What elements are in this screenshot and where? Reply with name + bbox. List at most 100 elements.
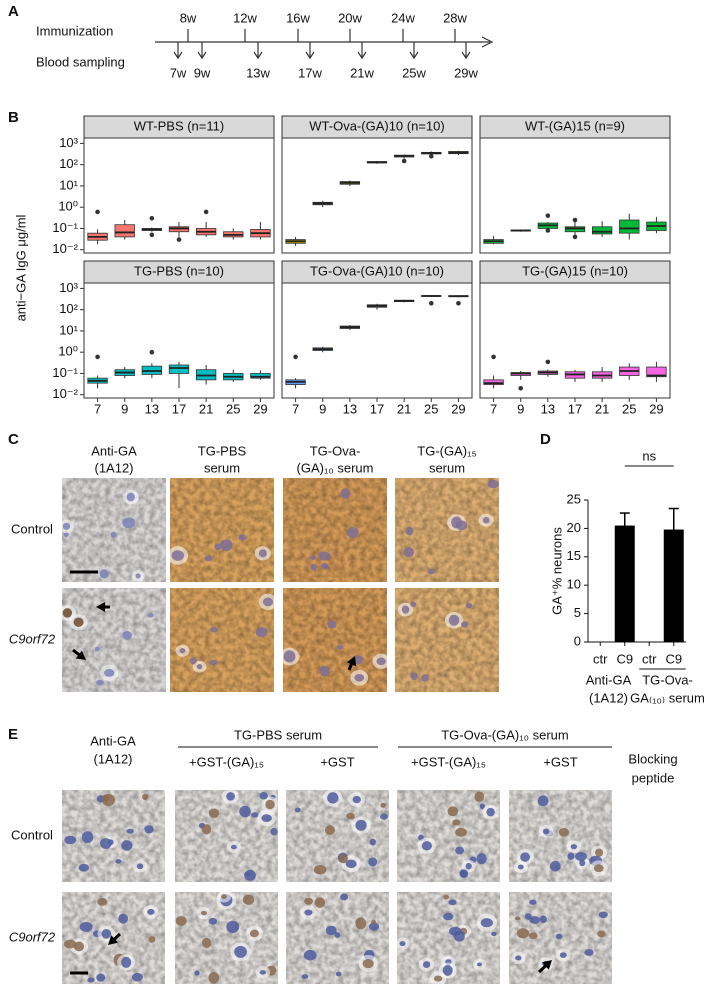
x-tick-label: 7: [292, 401, 299, 416]
nucleus: [515, 955, 522, 961]
y-tick-label: 10²: [59, 156, 78, 171]
nucleus: [118, 913, 129, 924]
column-header: TG-(GA)₁₅: [417, 443, 476, 458]
nucleus: [73, 941, 85, 952]
micrograph: [279, 588, 390, 692]
nucleus: [479, 803, 486, 810]
nucleus: [455, 827, 467, 837]
nucleus: [196, 664, 203, 670]
outlier: [491, 354, 496, 360]
significance-label: ns: [642, 448, 656, 463]
micrograph: [395, 892, 500, 986]
y-tick-label: 5: [574, 605, 581, 620]
row-label: Control: [11, 521, 53, 536]
micrograph: [175, 789, 279, 882]
nucleus: [327, 620, 337, 629]
y-tick-label: 10³: [59, 135, 78, 150]
y-tick-label: 10³: [59, 280, 78, 295]
nucleus: [345, 859, 357, 869]
nucleus: [405, 526, 414, 536]
nucleus: [310, 555, 316, 560]
y-tick-label: 10⁰: [58, 199, 78, 214]
panel-label: B: [8, 109, 19, 126]
column-header: serum: [204, 460, 240, 475]
nucleus: [283, 650, 296, 663]
nucleus: [537, 795, 549, 807]
micrograph: [509, 790, 612, 882]
nucleus: [542, 828, 550, 835]
panel-label: C: [8, 431, 19, 448]
nucleus: [447, 806, 459, 817]
nucleus: [208, 972, 220, 984]
y-tick-label: 10¹: [59, 177, 78, 192]
outlier: [572, 217, 578, 223]
outlier: [149, 216, 155, 221]
nucleus: [362, 959, 374, 969]
outlier: [149, 232, 155, 238]
y-axis-label: anti−GA IgG μg/ml: [13, 214, 28, 321]
micrograph: [286, 892, 389, 984]
nucleus: [87, 977, 95, 983]
nucleus: [319, 665, 330, 677]
nucleus: [476, 962, 483, 967]
nucleus: [442, 912, 454, 921]
nucleus: [514, 916, 521, 921]
immunization-week: 16w: [286, 10, 310, 25]
nucleus: [491, 931, 497, 937]
nucleus: [368, 922, 380, 931]
row-label: C9orf72: [9, 929, 56, 944]
micrograph: [58, 478, 166, 582]
nucleus: [369, 838, 376, 846]
column-header: Anti-GA: [90, 733, 136, 748]
y-tick-label: 20: [567, 520, 581, 535]
outlier: [456, 300, 461, 306]
micrograph: [286, 789, 389, 882]
nucleus: [598, 911, 608, 919]
micrograph-texture: [397, 790, 500, 882]
nucleus: [334, 932, 341, 938]
group-label: GA₍₁₀₎ serum: [630, 690, 705, 705]
box: [168, 364, 190, 374]
nucleus: [62, 608, 73, 618]
nucleus: [230, 844, 237, 850]
sampling-arrowhead: [197, 51, 207, 60]
nucleus: [539, 915, 547, 924]
nucleus: [579, 859, 586, 867]
panel-label: D: [540, 431, 551, 448]
x-tick-label: 29: [451, 401, 465, 416]
nucleus: [79, 921, 93, 932]
y-tick-label: 10²: [59, 301, 78, 316]
y-tick-label: 10⁻²: [52, 241, 78, 256]
micrograph-texture: [283, 478, 387, 582]
nucleus: [555, 933, 563, 940]
box: [250, 373, 271, 379]
x-tick-label: 21: [595, 401, 609, 416]
outlier: [203, 209, 209, 215]
nucleus: [460, 621, 469, 628]
nucleus: [244, 869, 256, 881]
nucleus: [336, 645, 343, 650]
nucleus: [261, 814, 272, 822]
panel-label: E: [8, 726, 18, 743]
nucleus: [265, 799, 275, 810]
panel-label: A: [8, 3, 19, 20]
nucleus: [200, 910, 207, 916]
nucleus: [121, 840, 133, 851]
box: [483, 379, 504, 385]
nucleus: [81, 831, 94, 844]
nucleus: [476, 853, 487, 865]
micrograph-texture: [170, 588, 274, 692]
nucleus: [422, 961, 431, 969]
facet-title: WT-Ova-(GA)10 (n=10): [309, 118, 444, 133]
y-tick-label: 10⁻¹: [52, 220, 78, 235]
nucleus: [115, 859, 122, 864]
x-tick-label: C9: [665, 651, 682, 666]
nucleus: [455, 846, 465, 855]
sampling-arrowhead: [409, 51, 419, 60]
facet-title: TG-PBS (n=10): [134, 263, 224, 278]
x-tick-label: 17: [568, 401, 582, 416]
micrograph-texture: [62, 478, 166, 582]
micrograph: [397, 790, 500, 882]
x-tick-label: 13: [343, 401, 357, 416]
